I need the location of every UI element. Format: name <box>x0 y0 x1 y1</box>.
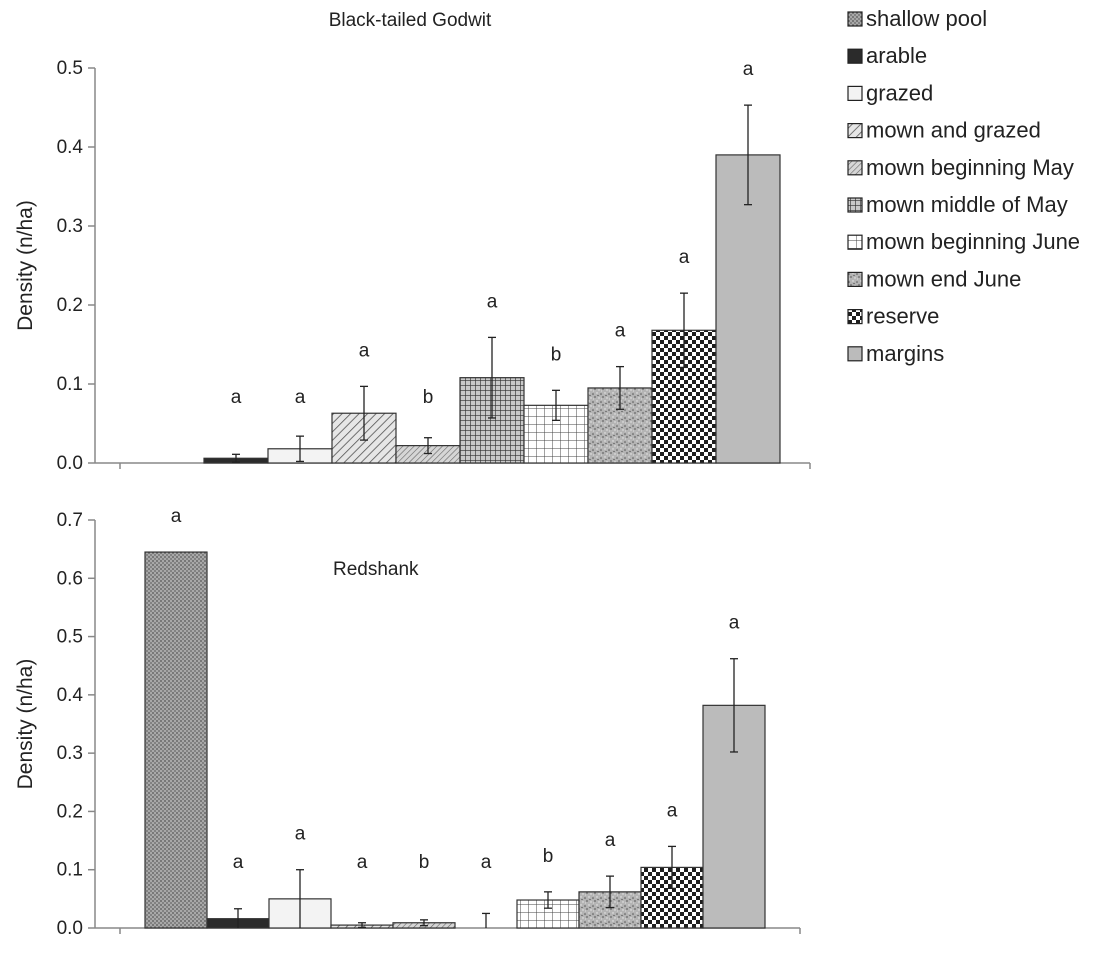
significance-label: a <box>481 852 492 873</box>
significance-label: a <box>743 59 754 80</box>
significance-label: a <box>679 247 690 268</box>
legend-swatch <box>847 234 863 250</box>
legend-swatch <box>847 271 863 287</box>
y-tick-label: 0.3 <box>57 743 83 764</box>
significance-label: a <box>605 830 616 851</box>
chart-title: Redshank <box>333 559 419 580</box>
significance-label: a <box>231 387 242 408</box>
y-tick-label: 0.3 <box>57 216 83 237</box>
y-tick-label: 0.6 <box>57 568 83 589</box>
legend-swatch <box>847 346 863 362</box>
significance-label: a <box>171 506 182 527</box>
y-tick-label: 0.1 <box>57 374 83 395</box>
chart-title: Black-tailed Godwit <box>329 10 492 31</box>
bar-margins <box>715 154 781 464</box>
legend-swatch <box>847 85 863 102</box>
legend-label: mown beginning May <box>866 155 1074 180</box>
legend-swatch <box>847 11 863 27</box>
legend-swatch <box>847 197 863 213</box>
chart-panel-redshank: 0.0 0.1 0.2 0.3 0.4 0.5 0.6 0.7 Density (n/ha) Re… <box>14 506 801 939</box>
y-tick-label: 0.2 <box>57 801 83 822</box>
legend-swatch <box>847 160 863 176</box>
significance-label: a <box>295 387 306 408</box>
y-tick-label: 0.0 <box>57 918 83 939</box>
significance-label: a <box>487 291 498 312</box>
significance-label: b <box>551 344 562 365</box>
significance-label: a <box>667 800 678 821</box>
significance-label: a <box>615 321 626 342</box>
legend-label: margins <box>866 341 944 366</box>
y-axis-title: Density (n/ha) <box>14 659 37 790</box>
y-axis-title: Density (n/ha) <box>14 200 37 331</box>
legend-label: mown end June <box>866 266 1021 291</box>
significance-label: b <box>423 387 434 408</box>
significance-label: b <box>419 852 430 873</box>
legend-label: grazed <box>866 80 933 105</box>
legend-swatch <box>847 309 863 325</box>
significance-label: a <box>295 824 306 845</box>
legend-label: reserve <box>866 304 939 329</box>
chart-panel-godwit: 0.0 0.1 0.2 0.3 0.4 0.5 Density (n/ha) Black-ta… <box>14 10 811 474</box>
significance-label: a <box>233 852 244 873</box>
legend-swatch <box>847 122 863 139</box>
significance-label: b <box>543 846 554 867</box>
legend-label: mown beginning June <box>866 229 1080 254</box>
y-tick-label: 0.5 <box>57 58 83 79</box>
y-tick-label: 0.1 <box>57 860 83 881</box>
significance-label: a <box>359 340 370 361</box>
y-tick-label: 0.4 <box>57 685 84 706</box>
legend-label: mown middle of May <box>866 192 1068 217</box>
y-tick-label: 0.2 <box>57 295 83 316</box>
significance-label: a <box>729 613 740 634</box>
legend-label: shallow pool <box>866 6 987 31</box>
bar-shallow-pool <box>144 551 208 929</box>
legend: shallow pool arable grazed mown and grazed m… <box>847 6 1080 366</box>
y-tick-label: 0.7 <box>57 510 83 531</box>
legend-swatch <box>847 48 863 64</box>
y-tick-label: 0.5 <box>57 627 83 648</box>
legend-label: arable <box>866 43 927 68</box>
legend-label: mown and grazed <box>866 118 1041 143</box>
significance-label: a <box>357 852 368 873</box>
y-tick-label: 0.4 <box>57 137 84 158</box>
y-tick-label: 0.0 <box>57 453 83 474</box>
